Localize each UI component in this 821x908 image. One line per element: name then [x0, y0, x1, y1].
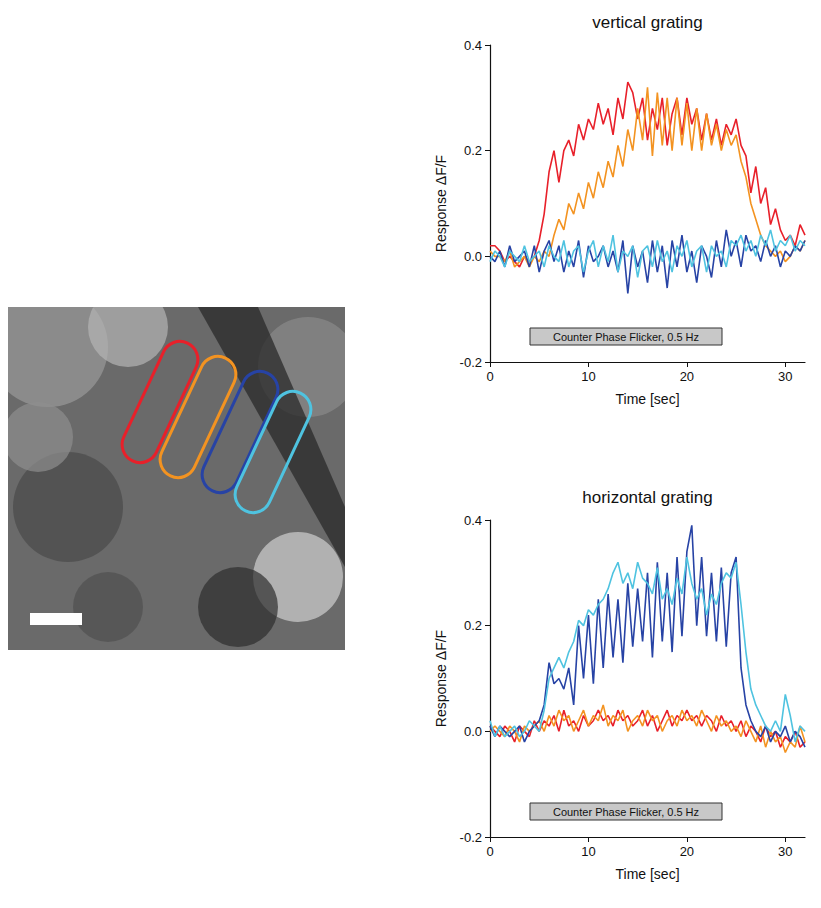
- svg-text:0.2: 0.2: [464, 618, 482, 633]
- svg-text:0: 0: [486, 844, 493, 859]
- svg-text:-0.2: -0.2: [460, 355, 482, 370]
- svg-text:horizontal grating: horizontal grating: [582, 488, 712, 507]
- svg-text:Counter Phase Flicker, 0.5 Hz: Counter Phase Flicker, 0.5 Hz: [553, 331, 699, 343]
- svg-text:10: 10: [581, 369, 595, 384]
- svg-text:-0.2: -0.2: [460, 830, 482, 845]
- svg-text:10: 10: [581, 844, 595, 859]
- svg-text:Time [sec]: Time [sec]: [615, 391, 679, 407]
- svg-text:20: 20: [680, 369, 694, 384]
- svg-text:0.0: 0.0: [464, 249, 482, 264]
- svg-text:0.4: 0.4: [464, 38, 482, 53]
- svg-text:Counter Phase Flicker, 0.5 Hz: Counter Phase Flicker, 0.5 Hz: [553, 806, 699, 818]
- svg-text:0.4: 0.4: [464, 513, 482, 528]
- svg-text:0: 0: [486, 369, 493, 384]
- svg-text:Response ΔF/F: Response ΔF/F: [433, 630, 449, 727]
- svg-text:0.2: 0.2: [464, 143, 482, 158]
- svg-text:Response ΔF/F: Response ΔF/F: [433, 155, 449, 252]
- svg-text:30: 30: [778, 844, 792, 859]
- svg-text:20: 20: [680, 844, 694, 859]
- svg-text:0.0: 0.0: [464, 724, 482, 739]
- svg-text:Time [sec]: Time [sec]: [615, 866, 679, 882]
- svg-text:30: 30: [778, 369, 792, 384]
- svg-text:vertical grating: vertical grating: [592, 13, 703, 32]
